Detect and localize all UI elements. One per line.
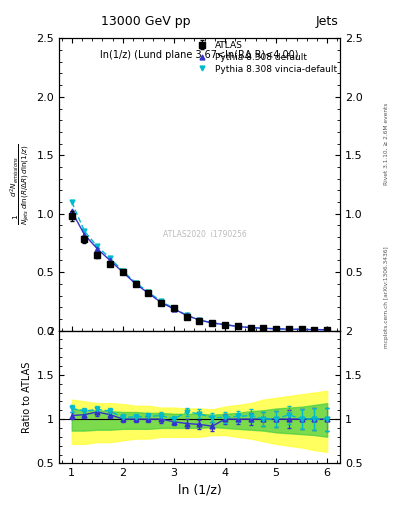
Text: ln(1/z) (Lund plane 3.67<ln(RΔ R)<4.00): ln(1/z) (Lund plane 3.67<ln(RΔ R)<4.00) <box>100 50 299 60</box>
Text: ATLAS2020  i1790256: ATLAS2020 i1790256 <box>163 230 247 239</box>
X-axis label: ln (1/z): ln (1/z) <box>178 484 221 497</box>
Y-axis label: $\frac{1}{N_{jets}}\frac{d^2 N_{emissions}}{d\ln(R/\Delta R)\,d\ln(1/z)}$: $\frac{1}{N_{jets}}\frac{d^2 N_{emission… <box>9 144 32 225</box>
Text: Rivet 3.1.10, ≥ 2.6M events: Rivet 3.1.10, ≥ 2.6M events <box>384 102 389 184</box>
Legend: ATLAS, Pythia 8.308 default, Pythia 8.308 vincia-default: ATLAS, Pythia 8.308 default, Pythia 8.30… <box>193 41 337 74</box>
Text: mcplots.cern.ch [arXiv:1306.3436]: mcplots.cern.ch [arXiv:1306.3436] <box>384 246 389 348</box>
Text: 13000 GeV pp: 13000 GeV pp <box>101 15 190 28</box>
Text: Jets: Jets <box>316 15 339 28</box>
Y-axis label: Ratio to ATLAS: Ratio to ATLAS <box>22 361 32 433</box>
